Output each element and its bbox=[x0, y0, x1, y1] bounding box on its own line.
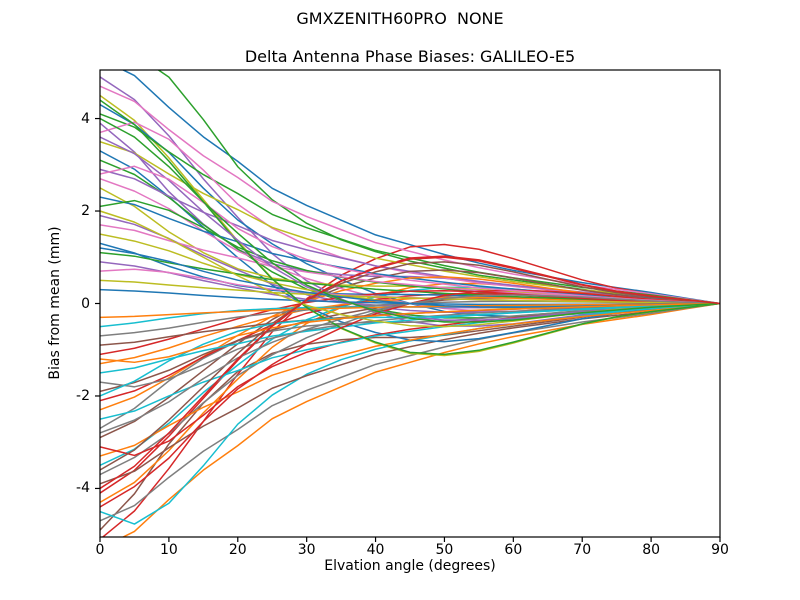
series-line bbox=[100, 302, 720, 374]
y-tick-label: -2 bbox=[76, 387, 90, 404]
series-line bbox=[100, 261, 720, 471]
x-tick-label: 10 bbox=[159, 542, 178, 558]
series-lines-group bbox=[100, 70, 720, 537]
y-tick-label: -4 bbox=[76, 480, 90, 497]
figure-suptitle: GMXZENITH60PRO NONE bbox=[296, 9, 504, 28]
series-line bbox=[100, 302, 720, 457]
x-tick-label: 60 bbox=[504, 542, 523, 558]
series-line bbox=[100, 113, 720, 305]
x-tick-label: 80 bbox=[642, 542, 661, 558]
series-line bbox=[100, 85, 720, 305]
x-tick-label: 50 bbox=[435, 542, 454, 558]
series-line bbox=[100, 302, 720, 485]
y-tick-label: 4 bbox=[81, 110, 90, 127]
series-line bbox=[100, 302, 720, 364]
series-line bbox=[100, 302, 720, 319]
y-tick-label: 0 bbox=[81, 295, 90, 312]
series-line bbox=[100, 256, 720, 490]
series-line bbox=[100, 290, 720, 356]
series-line bbox=[100, 302, 720, 420]
series-line bbox=[100, 302, 720, 525]
x-tick-label: 40 bbox=[366, 542, 385, 558]
series-line bbox=[100, 117, 720, 323]
series-line bbox=[121, 302, 720, 537]
x-tick-label: 30 bbox=[297, 542, 316, 558]
series-line bbox=[100, 302, 720, 531]
x-tick-label: 70 bbox=[573, 542, 592, 558]
series-line bbox=[100, 269, 720, 439]
x-tick-label: 20 bbox=[228, 542, 247, 558]
x-tick-label: 0 bbox=[95, 542, 105, 558]
series-line bbox=[100, 302, 720, 397]
axes-title: Delta Antenna Phase Biases: GALILEO-E5 bbox=[244, 47, 576, 66]
x-axis-label: Elvation angle (degrees) bbox=[324, 558, 496, 574]
series-line bbox=[100, 279, 720, 305]
y-tick-label: 2 bbox=[81, 203, 90, 220]
x-tick-label: 90 bbox=[711, 542, 729, 558]
